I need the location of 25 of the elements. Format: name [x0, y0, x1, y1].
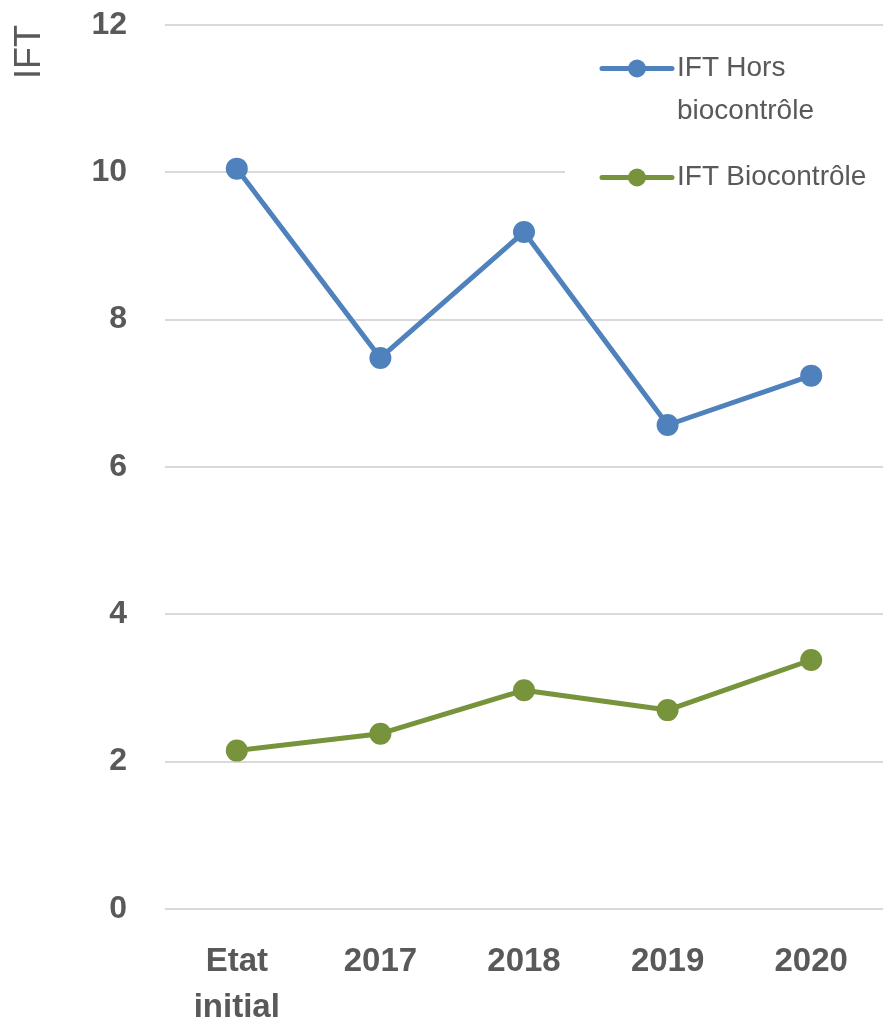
- y-tick-label: 2: [109, 741, 127, 778]
- x-tick-label: Etat initial: [193, 941, 280, 1024]
- point: [225, 739, 248, 762]
- point: [225, 157, 248, 180]
- point: [513, 679, 535, 702]
- point: [369, 722, 392, 745]
- y-tick-label: 10: [91, 152, 127, 189]
- y-tick-label: 12: [91, 4, 127, 41]
- point: [656, 414, 679, 437]
- point: [800, 364, 823, 387]
- y-tick-label: 8: [109, 299, 127, 336]
- point: [656, 699, 679, 722]
- y-tick-label: 6: [109, 446, 127, 483]
- y-tick-label: 4: [109, 594, 128, 631]
- point: [369, 346, 392, 369]
- legend-label: IFT Biocontrôle: [677, 160, 867, 192]
- x-tick-label: 2019: [630, 941, 705, 979]
- x-tick-label: 2020: [774, 941, 848, 979]
- x-tick-label: 2018: [487, 941, 561, 979]
- point: [513, 221, 535, 243]
- point: [800, 649, 823, 672]
- y-tick-label: 0: [109, 888, 127, 925]
- legend-label: IFT Hors biocontrôle: [677, 51, 814, 126]
- x-tick-label: 2017: [343, 941, 418, 979]
- y-axis-title: IFT: [6, 24, 48, 79]
